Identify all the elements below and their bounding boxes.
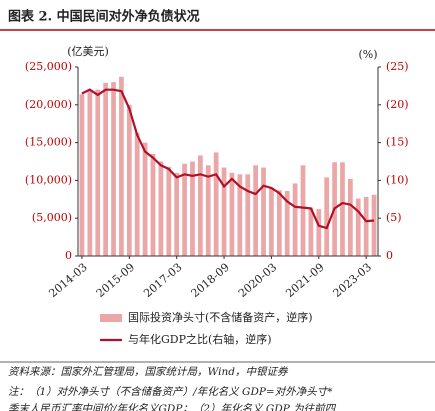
bar — [363, 197, 369, 256]
y-axis-label: (亿美元) — [67, 45, 109, 58]
bar — [119, 76, 124, 256]
x-tick-label: 2023-03 — [331, 261, 374, 300]
bar — [221, 167, 227, 256]
bar — [79, 94, 85, 256]
x-tick-label: 2020-03 — [236, 261, 279, 300]
x-tick-label: 2014-03 — [46, 261, 89, 300]
legend-label: 与年化GDP之比(右轴，逆序) — [128, 332, 272, 346]
note: 注：（1）对外净头寸（不含储备资产）/年化名义 GDP=对外净头寸* — [8, 386, 333, 398]
bar — [245, 174, 251, 256]
bar — [158, 161, 164, 256]
bar — [316, 209, 322, 256]
bar — [229, 172, 235, 256]
line — [81, 88, 375, 230]
legend-label: 国际投资净头寸(不含储备资产，逆序) — [128, 310, 313, 324]
bar — [198, 155, 203, 256]
bar — [261, 167, 266, 256]
y-tick-label: (15,000) — [25, 136, 72, 149]
bar — [324, 177, 330, 256]
bar — [371, 194, 377, 256]
bar — [348, 178, 353, 256]
y-tick-label: (10,000) — [25, 173, 72, 186]
bar — [205, 165, 211, 256]
y-tick-label: (5,000) — [32, 211, 72, 224]
y2-tick-label: (10) — [386, 173, 409, 186]
y2-tick-label: (5) — [386, 211, 402, 224]
bar — [253, 165, 258, 256]
bar — [300, 165, 306, 256]
bar — [340, 162, 345, 256]
bar — [166, 166, 172, 256]
bar — [95, 89, 101, 257]
chart-title: 图表 2. 中国民间对外净负债状况 — [8, 9, 200, 25]
bar — [111, 82, 116, 257]
y2-tick-label: (20) — [386, 98, 409, 111]
y2-tick-label: 0 — [386, 249, 393, 262]
bar — [182, 163, 187, 256]
bar — [269, 187, 274, 256]
bar — [292, 183, 298, 256]
note: 季末人民币汇率中间价/年化名义GDP；（2）年化名义 GDP 为往前四 — [8, 403, 337, 411]
bar — [103, 82, 108, 256]
bar — [142, 142, 148, 256]
y2-tick-label: (25) — [386, 60, 409, 73]
bar — [134, 132, 140, 256]
bar — [237, 174, 243, 256]
x-tick-label: 2017-03 — [141, 261, 184, 300]
y-tick-label: (25,000) — [25, 60, 72, 73]
source: 资料来源：国家外汇管理局，国家统计局，Wind，中银证券 — [8, 366, 289, 378]
y-tick-label: 0 — [65, 249, 72, 262]
x-tick-label: 2021-09 — [283, 261, 326, 300]
bar — [284, 190, 290, 256]
x-tick-label: 2018-09 — [189, 261, 232, 300]
bar — [150, 153, 156, 256]
bar — [174, 172, 180, 256]
y2-axis-label: (%) — [358, 48, 377, 61]
bar — [213, 152, 219, 256]
bar — [126, 104, 132, 256]
bar — [276, 190, 282, 256]
legend-swatch — [100, 314, 122, 322]
bar — [87, 91, 93, 256]
x-tick-label: 2015-09 — [94, 261, 137, 300]
y2-tick-label: (15) — [386, 136, 409, 149]
y-tick-label: (20,000) — [25, 98, 72, 111]
bar — [308, 207, 314, 256]
bar — [190, 161, 195, 256]
bar — [355, 198, 361, 256]
